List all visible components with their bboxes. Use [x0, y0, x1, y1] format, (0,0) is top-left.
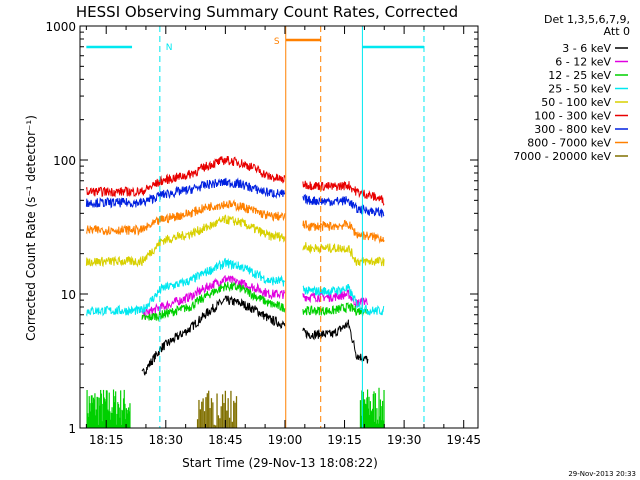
series-7-line-0: [85, 199, 286, 237]
x-tick-label: 19:30: [387, 433, 422, 447]
x-tick-label: 18:30: [148, 433, 183, 447]
series-3-line-1: [302, 284, 385, 316]
series-7-line-1: [302, 219, 385, 244]
series-4-line-0: [85, 214, 286, 268]
legend-header-2: Att 0: [604, 25, 630, 38]
series-2-line-1: [302, 301, 369, 317]
series-1-line-0: [141, 275, 286, 320]
s-annotation: S: [274, 37, 280, 47]
footer-timestamp: 29-Nov-2013 20:33: [568, 470, 636, 478]
series-6-line-1: [302, 193, 385, 218]
series-2-line-0: [141, 281, 286, 322]
legend-label: 50 - 100 keV: [541, 96, 611, 109]
legend-label: 6 - 12 keV: [555, 56, 611, 69]
series-5-line-0: [85, 156, 286, 198]
legend-label: 25 - 50 keV: [548, 83, 611, 96]
chart-title: HESSI Observing Summary Count Rates, Cor…: [76, 3, 458, 21]
series-0-line-1: [302, 319, 369, 364]
legend-label: 100 - 300 keV: [534, 110, 611, 123]
legend-label: 7000 - 20000 keV: [513, 150, 611, 163]
y-tick-label: 100: [53, 154, 76, 168]
series-0-line-0: [141, 295, 286, 376]
series-3-line-0: [85, 257, 286, 317]
n-annotation: N: [166, 43, 173, 53]
legend-header-1: Det 1,3,5,6,7,9,: [544, 13, 630, 26]
x-tick-label: 19:15: [327, 433, 362, 447]
y-tick-label: 10: [61, 288, 76, 302]
y-tick-label: 1000: [45, 20, 76, 34]
y-tick-label: 1: [68, 422, 76, 436]
x-tick-label: 18:45: [208, 433, 243, 447]
plot-frame: [79, 25, 479, 429]
series-5-line-1: [302, 180, 385, 207]
series-6-line-0: [85, 177, 286, 209]
legend-label: 3 - 6 keV: [562, 42, 611, 55]
legend-label: 12 - 25 keV: [548, 69, 611, 82]
x-tick-label: 18:15: [89, 433, 124, 447]
y-axis-label: Corrected Count Rate (s⁻¹ detector⁻¹): [24, 115, 38, 341]
x-tick-label: 19:00: [268, 433, 303, 447]
series-4-line-1: [302, 242, 385, 267]
x-tick-label: 19:45: [446, 433, 481, 447]
legend-label: 300 - 800 keV: [534, 123, 611, 136]
x-axis-label: Start Time (29-Nov-13 18:08:22): [182, 456, 378, 470]
legend-label: 800 - 7000 keV: [527, 137, 611, 150]
